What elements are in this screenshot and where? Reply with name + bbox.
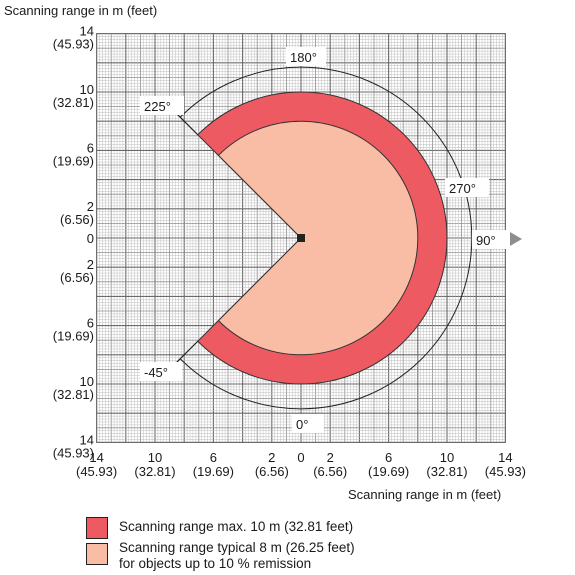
x-tick-label: 14: [498, 450, 512, 465]
legend-swatch-max: [86, 517, 108, 539]
y-tick-label: 10: [80, 374, 94, 389]
legend-item-typical: Scanning range typical 8 m (26.25 feet) …: [86, 540, 355, 572]
x-tick-labels: 14(45.93)10(32.81)6(19.69)2(6.56)0 2(6.56…: [76, 450, 526, 479]
x-tick-label: 2: [327, 450, 334, 465]
angle-label-225: 225°: [144, 99, 171, 114]
angle-tick-225: [174, 111, 199, 136]
legend-label-typical-line1: Scanning range typical 8 m (26.25 feet): [119, 540, 355, 555]
x-tick-label: 10: [440, 450, 454, 465]
angle-arc: [179, 66, 473, 410]
legend-label-max: Scanning range max. 10 m (32.81 feet): [119, 519, 354, 534]
angle-label-90: 90°: [476, 233, 496, 248]
y-tick-label: 6: [87, 140, 94, 155]
angle-tick-neg45: [174, 340, 199, 365]
x-tick-label-feet: (6.56): [255, 464, 289, 479]
x-tick-label-feet: (32.81): [426, 464, 467, 479]
x-tick-label: 0: [297, 450, 304, 465]
y-tick-label-feet: (6.56): [60, 270, 94, 285]
x-tick-label-feet: (45.93): [76, 464, 117, 479]
x-tick-label: 6: [210, 450, 217, 465]
x-tick-label-feet: (6.56): [313, 464, 347, 479]
y-tick-label: 2: [87, 199, 94, 214]
y-tick-label: 14: [80, 24, 94, 39]
x-tick-label-feet: (19.69): [368, 464, 409, 479]
sensor-icon: [297, 234, 305, 242]
y-tick-label: 10: [80, 82, 94, 97]
direction-arrow-icon: [510, 232, 522, 246]
legend-label-typical-line2: for objects up to 10 % remission: [119, 556, 312, 571]
y-tick-label-feet: (32.81): [53, 95, 94, 110]
angle-label-180: 180°: [290, 50, 317, 65]
y-tick-labels: 14(45.93)10(32.81)6(19.69)2(6.56)02(6.56…: [53, 24, 94, 461]
x-tick-label-feet: (45.93): [485, 464, 526, 479]
y-tick-label-feet: (45.93): [53, 445, 94, 460]
legend-item-max: Scanning range max. 10 m (32.81 feet): [86, 516, 353, 539]
x-tick-label: 10: [148, 450, 162, 465]
x-tick-label: 14: [89, 450, 103, 465]
x-axis-title: Scanning range in m (feet): [348, 487, 501, 502]
x-tick-label: 2: [268, 450, 275, 465]
y-tick-label: 0: [87, 231, 94, 246]
y-tick-label-feet: (6.56): [60, 212, 94, 227]
y-tick-label-feet: (45.93): [53, 37, 94, 52]
y-tick-label-feet: (32.81): [53, 387, 94, 402]
y-axis-title: Scanning range in m (feet): [4, 3, 157, 18]
typical-range-sector: [217, 120, 419, 356]
angle-label-270: 270°: [449, 181, 476, 196]
x-tick-label-feet: (19.69): [193, 464, 234, 479]
y-tick-label: 6: [87, 316, 94, 331]
legend-swatch-typical: [86, 543, 108, 565]
x-tick-label: 6: [385, 450, 392, 465]
y-tick-label: 14: [80, 432, 94, 447]
y-tick-label-feet: (19.69): [53, 153, 94, 168]
angle-label-0: 0°: [296, 417, 308, 432]
x-tick-label-feet: (32.81): [134, 464, 175, 479]
y-tick-label: 2: [87, 257, 94, 272]
angle-label-neg45: -45°: [144, 365, 168, 380]
y-tick-label-feet: (19.69): [53, 329, 94, 344]
